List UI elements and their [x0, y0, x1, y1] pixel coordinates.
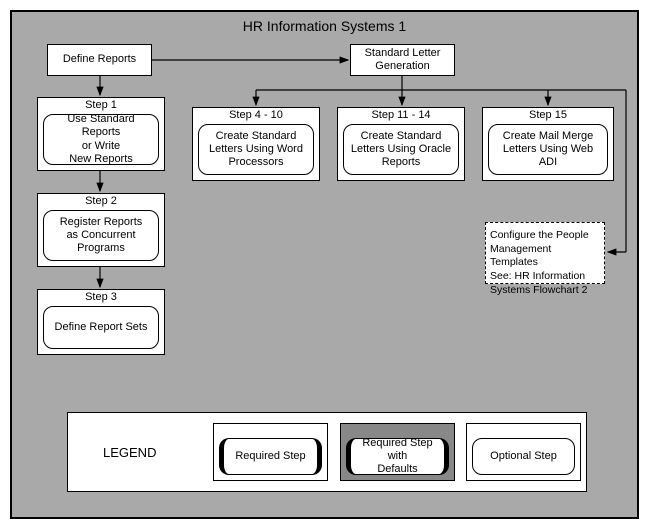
step1114-text: Create Standard Letters Using Oracle Rep…	[343, 124, 459, 175]
legend-required-text: Required Step	[219, 438, 322, 475]
pm-templates-box: Configure the People Management Template…	[485, 222, 605, 284]
diagram-canvas: HR Information Systems 1 Define Reports …	[0, 0, 651, 525]
legend-optional-text: Optional Step	[472, 438, 575, 475]
legend-required-defaults-text: Required Step with Defaults	[346, 438, 449, 475]
step410-label: Step 4 - 10	[229, 109, 283, 121]
step1-text: Use Standard Reports or Write New Report…	[43, 114, 159, 165]
diagram-title: HR Information Systems 1	[12, 18, 637, 34]
step2-label: Step 2	[85, 195, 117, 207]
step1-container: Step 1 Use Standard Reports or Write New…	[37, 97, 165, 171]
step410-text: Create Standard Letters Using Word Proce…	[198, 124, 314, 175]
step15-container: Step 15 Create Mail Merge Letters Using …	[482, 107, 614, 181]
legend-optional-container: Optional Step	[466, 423, 581, 481]
define-reports-box: Define Reports	[47, 44, 152, 76]
step2-text: Register Reports as Concurrent Programs	[43, 210, 159, 261]
step15-text: Create Mail Merge Letters Using Web ADI	[488, 124, 608, 175]
step3-container: Step 3 Define Report Sets	[37, 289, 165, 355]
step410-container: Step 4 - 10 Create Standard Letters Usin…	[192, 107, 320, 181]
standard-letter-box: Standard Letter Generation	[350, 44, 455, 76]
step15-label: Step 15	[529, 109, 567, 121]
legend-container: LEGEND Required Step Required Step with …	[67, 412, 587, 492]
step2-container: Step 2 Register Reports as Concurrent Pr…	[37, 193, 165, 267]
step3-text: Define Report Sets	[43, 306, 159, 349]
legend-required-container: Required Step	[213, 423, 328, 481]
legend-required-defaults-container: Required Step with Defaults	[340, 423, 455, 481]
legend-title: LEGEND	[103, 445, 156, 460]
step1-label: Step 1	[85, 99, 117, 111]
step1114-label: Step 11 - 14	[371, 109, 430, 121]
step3-label: Step 3	[85, 291, 117, 303]
step1114-container: Step 11 - 14 Create Standard Letters Usi…	[337, 107, 465, 181]
outer-frame: HR Information Systems 1 Define Reports …	[10, 10, 639, 519]
